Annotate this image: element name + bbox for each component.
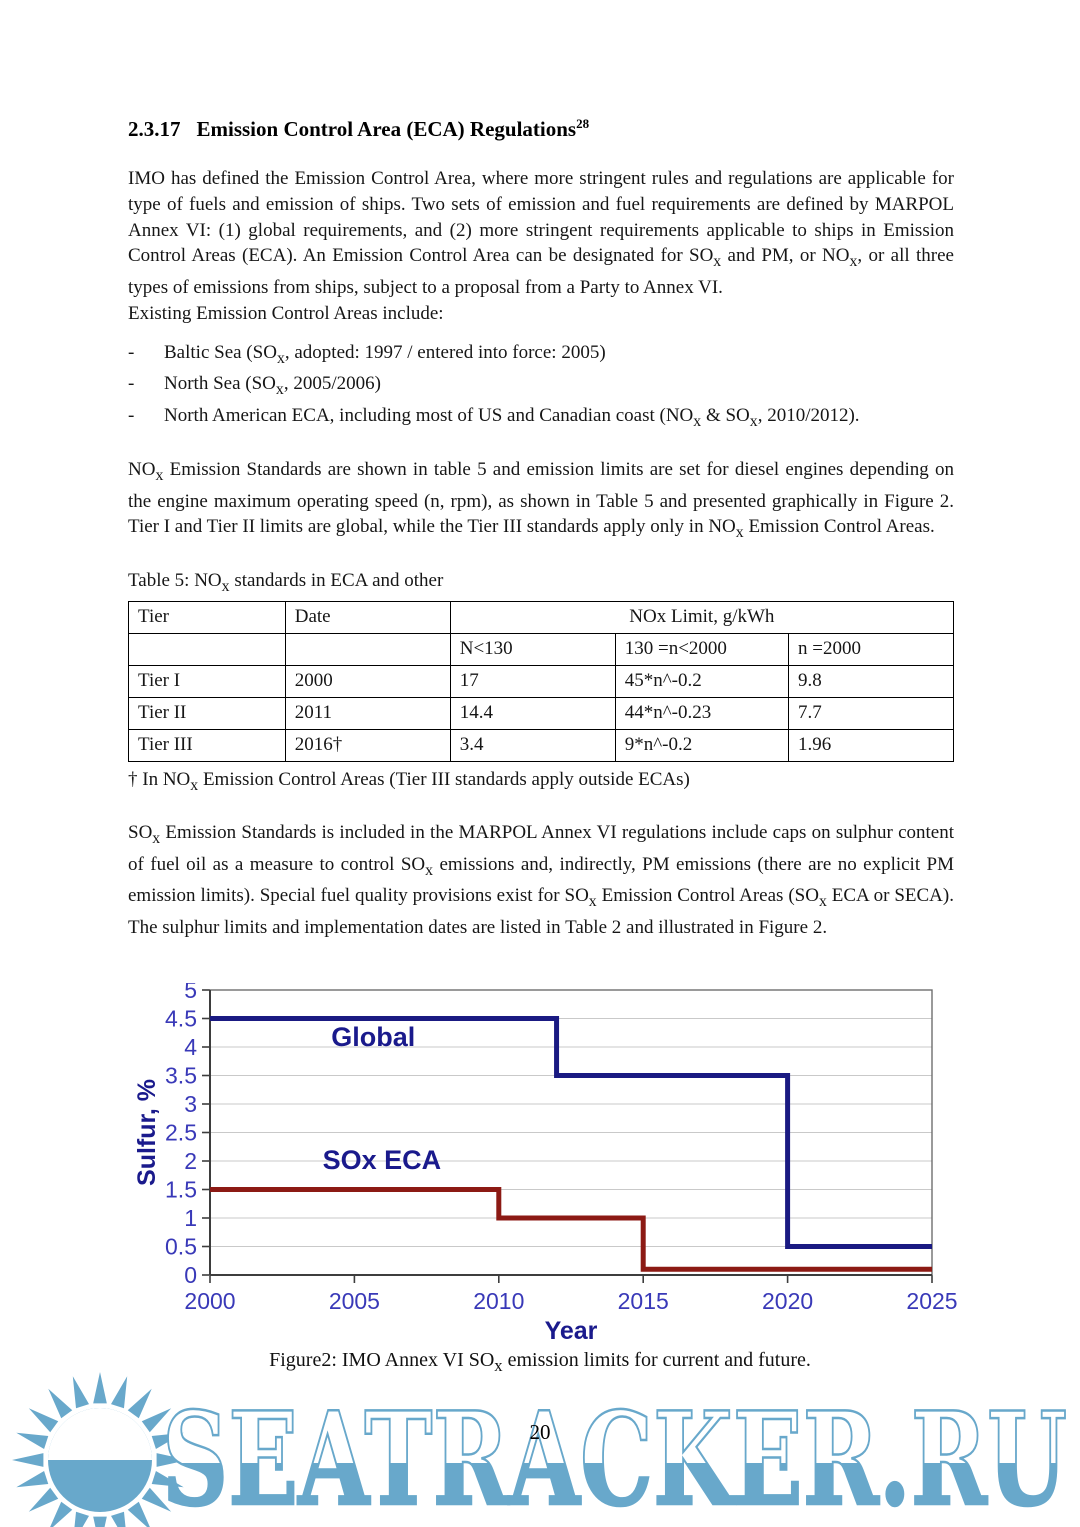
table-row: Tier III 2016† 3.4 9*n^-0.2 1.96	[128, 728, 954, 762]
y-tick-label: 3.5	[165, 1063, 197, 1089]
y-tick-label: 0.5	[165, 1234, 197, 1260]
cell: 2016†	[284, 728, 451, 762]
y-tick-label: 4	[184, 1034, 197, 1060]
sulfur-chart: 00.5 11.5 22.5 33.5 44.5 5 2000 2005 2010 2015 202…	[133, 983, 958, 1345]
bullet-dash: -	[128, 373, 135, 395]
table-footnote: † In NOx Emission Control Areas (Tier II…	[128, 768, 690, 794]
paragraph-intro: IMO has defined the Emission Control Are…	[128, 168, 954, 298]
y-tick-label: 2.5	[165, 1120, 197, 1146]
paragraph-sox-standards: SOx Emission Standards is included in th…	[128, 822, 954, 938]
cell: 2000	[284, 664, 451, 698]
series-sox-eca	[210, 1187, 932, 1272]
x-tick-label: 2005	[329, 1288, 380, 1314]
x-tick-label: 2025	[906, 1288, 957, 1314]
subheader-cell: N<130	[449, 632, 616, 666]
watermark-text-glyphs: SEATRACKER.RU	[162, 1385, 1067, 1527]
list-item-text: Baltic Sea (SOx, adopted: 1997 / entered…	[164, 341, 606, 367]
list-item: - North American ECA, including most of …	[128, 403, 954, 435]
footer-watermark: SEATRACKER.RU 20	[0, 1370, 1080, 1527]
y-tick-label: 5	[184, 983, 197, 1003]
y-tick-label: 2	[184, 1148, 197, 1174]
x-tick-label: 2010	[473, 1288, 524, 1314]
x-tick-label: 2015	[618, 1288, 669, 1314]
y-tick-label: 1	[184, 1205, 197, 1231]
series-global	[210, 1016, 932, 1249]
page-content: 2.3.17 Emission Control Area (ECA) Regula…	[128, 116, 955, 941]
table-subheader-row: N<130 130 =n<2000 n =2000	[128, 632, 954, 666]
paragraph-nox-standards: NOx Emission Standards are shown in tabl…	[128, 458, 954, 542]
bullet-dash: -	[128, 405, 135, 427]
figure-caption: Figure2: IMO Annex VI SOx emission limit…	[269, 1349, 811, 1375]
y-axis-title: Sulfur, %	[133, 1079, 161, 1186]
cell: 7.7	[788, 696, 954, 730]
annotation-label: Global	[331, 1022, 415, 1052]
bullet-dash: -	[128, 341, 135, 363]
table-caption: Table 5: NOx standards in ECA and other	[128, 569, 444, 595]
section-title: Emission Control Area (ECA) Regulations	[196, 117, 577, 141]
y-tick-label: 3	[184, 1091, 197, 1117]
watermark-text: SEATRACKER.RU	[161, 1384, 1069, 1527]
nox-standards-table: Tier Date NOx Limit, g/kWh N<130 130 =n<…	[128, 600, 955, 762]
paragraph-existing-eca: Existing Emission Control Areas include:	[128, 302, 444, 324]
cell: 45*n^-0.2	[614, 664, 790, 698]
table-row: Tier II 2011 14.4 44*n^-0.23 7.7	[128, 696, 954, 730]
subheader-cell: 130 =n<2000	[614, 632, 790, 666]
y-tick-label: 1.5	[165, 1177, 197, 1203]
cell: 17	[449, 664, 616, 698]
page-number: 20	[529, 1420, 551, 1444]
x-tick-label: 2020	[762, 1288, 813, 1314]
cell: 9*n^-0.2	[614, 728, 790, 762]
section-number: 2.3.17	[128, 117, 181, 141]
section-heading: 2.3.17 Emission Control Area (ECA) Regula…	[128, 116, 954, 142]
cell: 9.8	[788, 664, 954, 698]
header-cell-tier: Tier	[128, 600, 286, 634]
empty-cell	[128, 632, 286, 666]
x-tick-label: 2000	[184, 1288, 235, 1314]
list-item: - North Sea (SOx, 2005/2006)	[128, 371, 954, 403]
cell: 44*n^-0.23	[614, 696, 790, 730]
header-cell-nox-limit: NOx Limit, g/kWh	[449, 600, 955, 634]
annotation-label: SOx ECA	[323, 1145, 442, 1175]
cell: 1.96	[788, 728, 954, 762]
watermark-sun-icon	[12, 1372, 188, 1527]
cell: 2011	[284, 696, 451, 730]
table-row: Tier I 2000 17 45*n^-0.2 9.8	[128, 664, 954, 698]
cell: Tier II	[128, 696, 286, 730]
header-cell-date: Date	[284, 600, 451, 634]
table-header-row: Tier Date NOx Limit, g/kWh	[128, 600, 955, 634]
list-item-text: North Sea (SOx, 2005/2006)	[164, 373, 381, 399]
subheader-cell: n =2000	[788, 632, 954, 666]
cell: 14.4	[449, 696, 616, 730]
x-axis-title: Year	[545, 1317, 598, 1345]
footnote-reference: 28	[576, 116, 590, 131]
list-item: - Baltic Sea (SOx, adopted: 1997 / enter…	[128, 340, 954, 372]
eca-list: - Baltic Sea (SOx, adopted: 1997 / enter…	[128, 340, 954, 435]
y-tick-label: 0	[184, 1262, 197, 1288]
y-tick-label: 4.5	[165, 1006, 197, 1032]
list-item-text: North American ECA, including most of US…	[164, 405, 860, 430]
figure-2: 0 0.5 1 1.5 2 2.5 3 3.5 4 4.5 5 2000 2005 2010 2015 202…	[0, 983, 1080, 1376]
empty-cell	[284, 632, 451, 666]
cell: 3.4	[449, 728, 616, 762]
cell: Tier III	[128, 728, 286, 762]
cell: Tier I	[128, 664, 286, 698]
